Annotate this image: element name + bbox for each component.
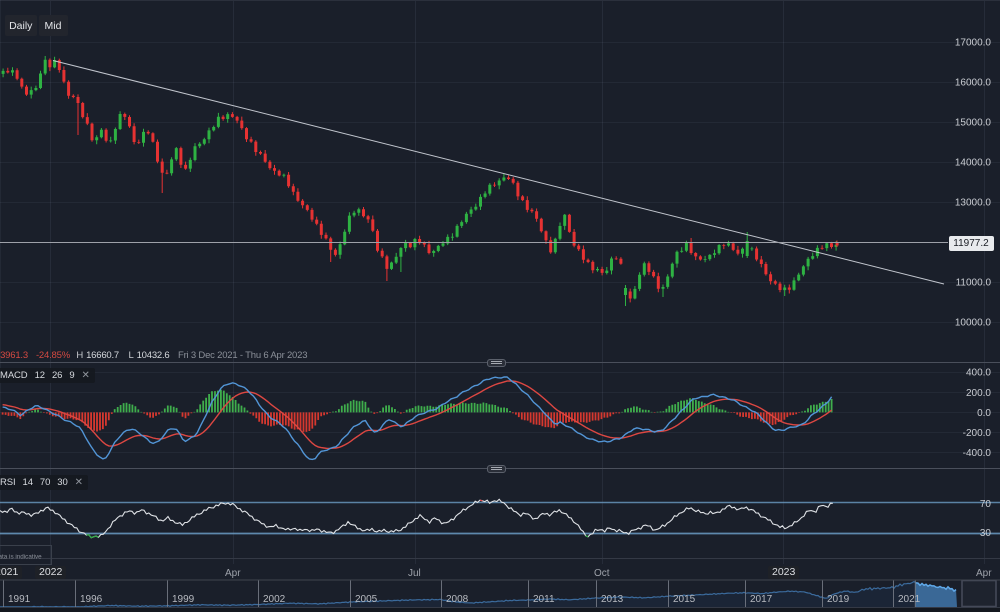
svg-text:13000.0: 13000.0 [955, 198, 992, 209]
svg-text:11000.0: 11000.0 [956, 278, 992, 289]
svg-text:16000.0: 16000.0 [955, 78, 992, 89]
svg-text:14000.0: 14000.0 [955, 158, 992, 169]
svg-text:10000.0: 10000.0 [955, 318, 992, 329]
svg-text:17000.0: 17000.0 [955, 38, 992, 49]
svg-text:15000.0: 15000.0 [955, 118, 992, 129]
svg-text:-200.0: -200.0 [963, 428, 992, 439]
svg-text:30: 30 [980, 528, 992, 539]
svg-text:400.0: 400.0 [966, 368, 991, 379]
svg-text:200.0: 200.0 [966, 388, 991, 399]
svg-text:70: 70 [980, 499, 992, 510]
svg-text:0.0: 0.0 [977, 408, 991, 419]
svg-text:-400.0: -400.0 [963, 448, 992, 459]
